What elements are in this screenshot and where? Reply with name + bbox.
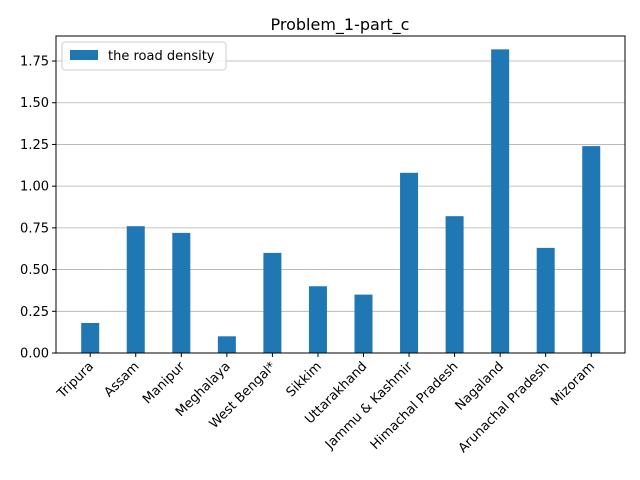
bar [354,294,373,353]
legend: the road density [61,41,227,71]
legend-swatch [70,50,98,60]
y-tick-label: 1.00 [20,180,49,195]
x-tick-label: Arunachal Pradesh [456,359,553,456]
y-tick-label: 1.75 [20,55,49,70]
bar [217,336,236,353]
y-tick-label: 1.50 [20,96,49,111]
bar [491,49,510,353]
y-tick-label: 0.25 [20,305,49,320]
bar [308,286,327,353]
y-tick-label: 0.75 [20,221,49,236]
y-tick-label: 1.25 [20,138,49,153]
x-tick-label: Mizoram [548,359,598,409]
y-axis-ticks: 0.00 0.25 0.50 0.75 1.00 1.25 1.50 1.75 [20,55,56,362]
bar [81,322,100,353]
bars [81,49,601,353]
y-tick-label: 0.00 [20,347,49,362]
legend-label: the road density [108,49,215,64]
bar [400,172,419,353]
x-tick-label: Sikkim [284,359,325,400]
y-tick-label: 0.50 [20,263,49,278]
bar [172,232,191,353]
bar [126,226,145,353]
bar [445,216,464,353]
x-tick-label: Tripura [54,359,97,402]
x-tick-label: Assam [102,359,143,400]
bar [263,252,282,353]
chart-title: Problem_1-part_c [271,15,410,35]
x-tick-label: Himachal Pradesh [368,359,462,453]
x-tick-label: Jammu & Kashmir [322,359,416,453]
bar [582,146,601,353]
legend-box [61,41,227,71]
plot-area-frame [55,35,626,354]
bar [536,247,555,353]
